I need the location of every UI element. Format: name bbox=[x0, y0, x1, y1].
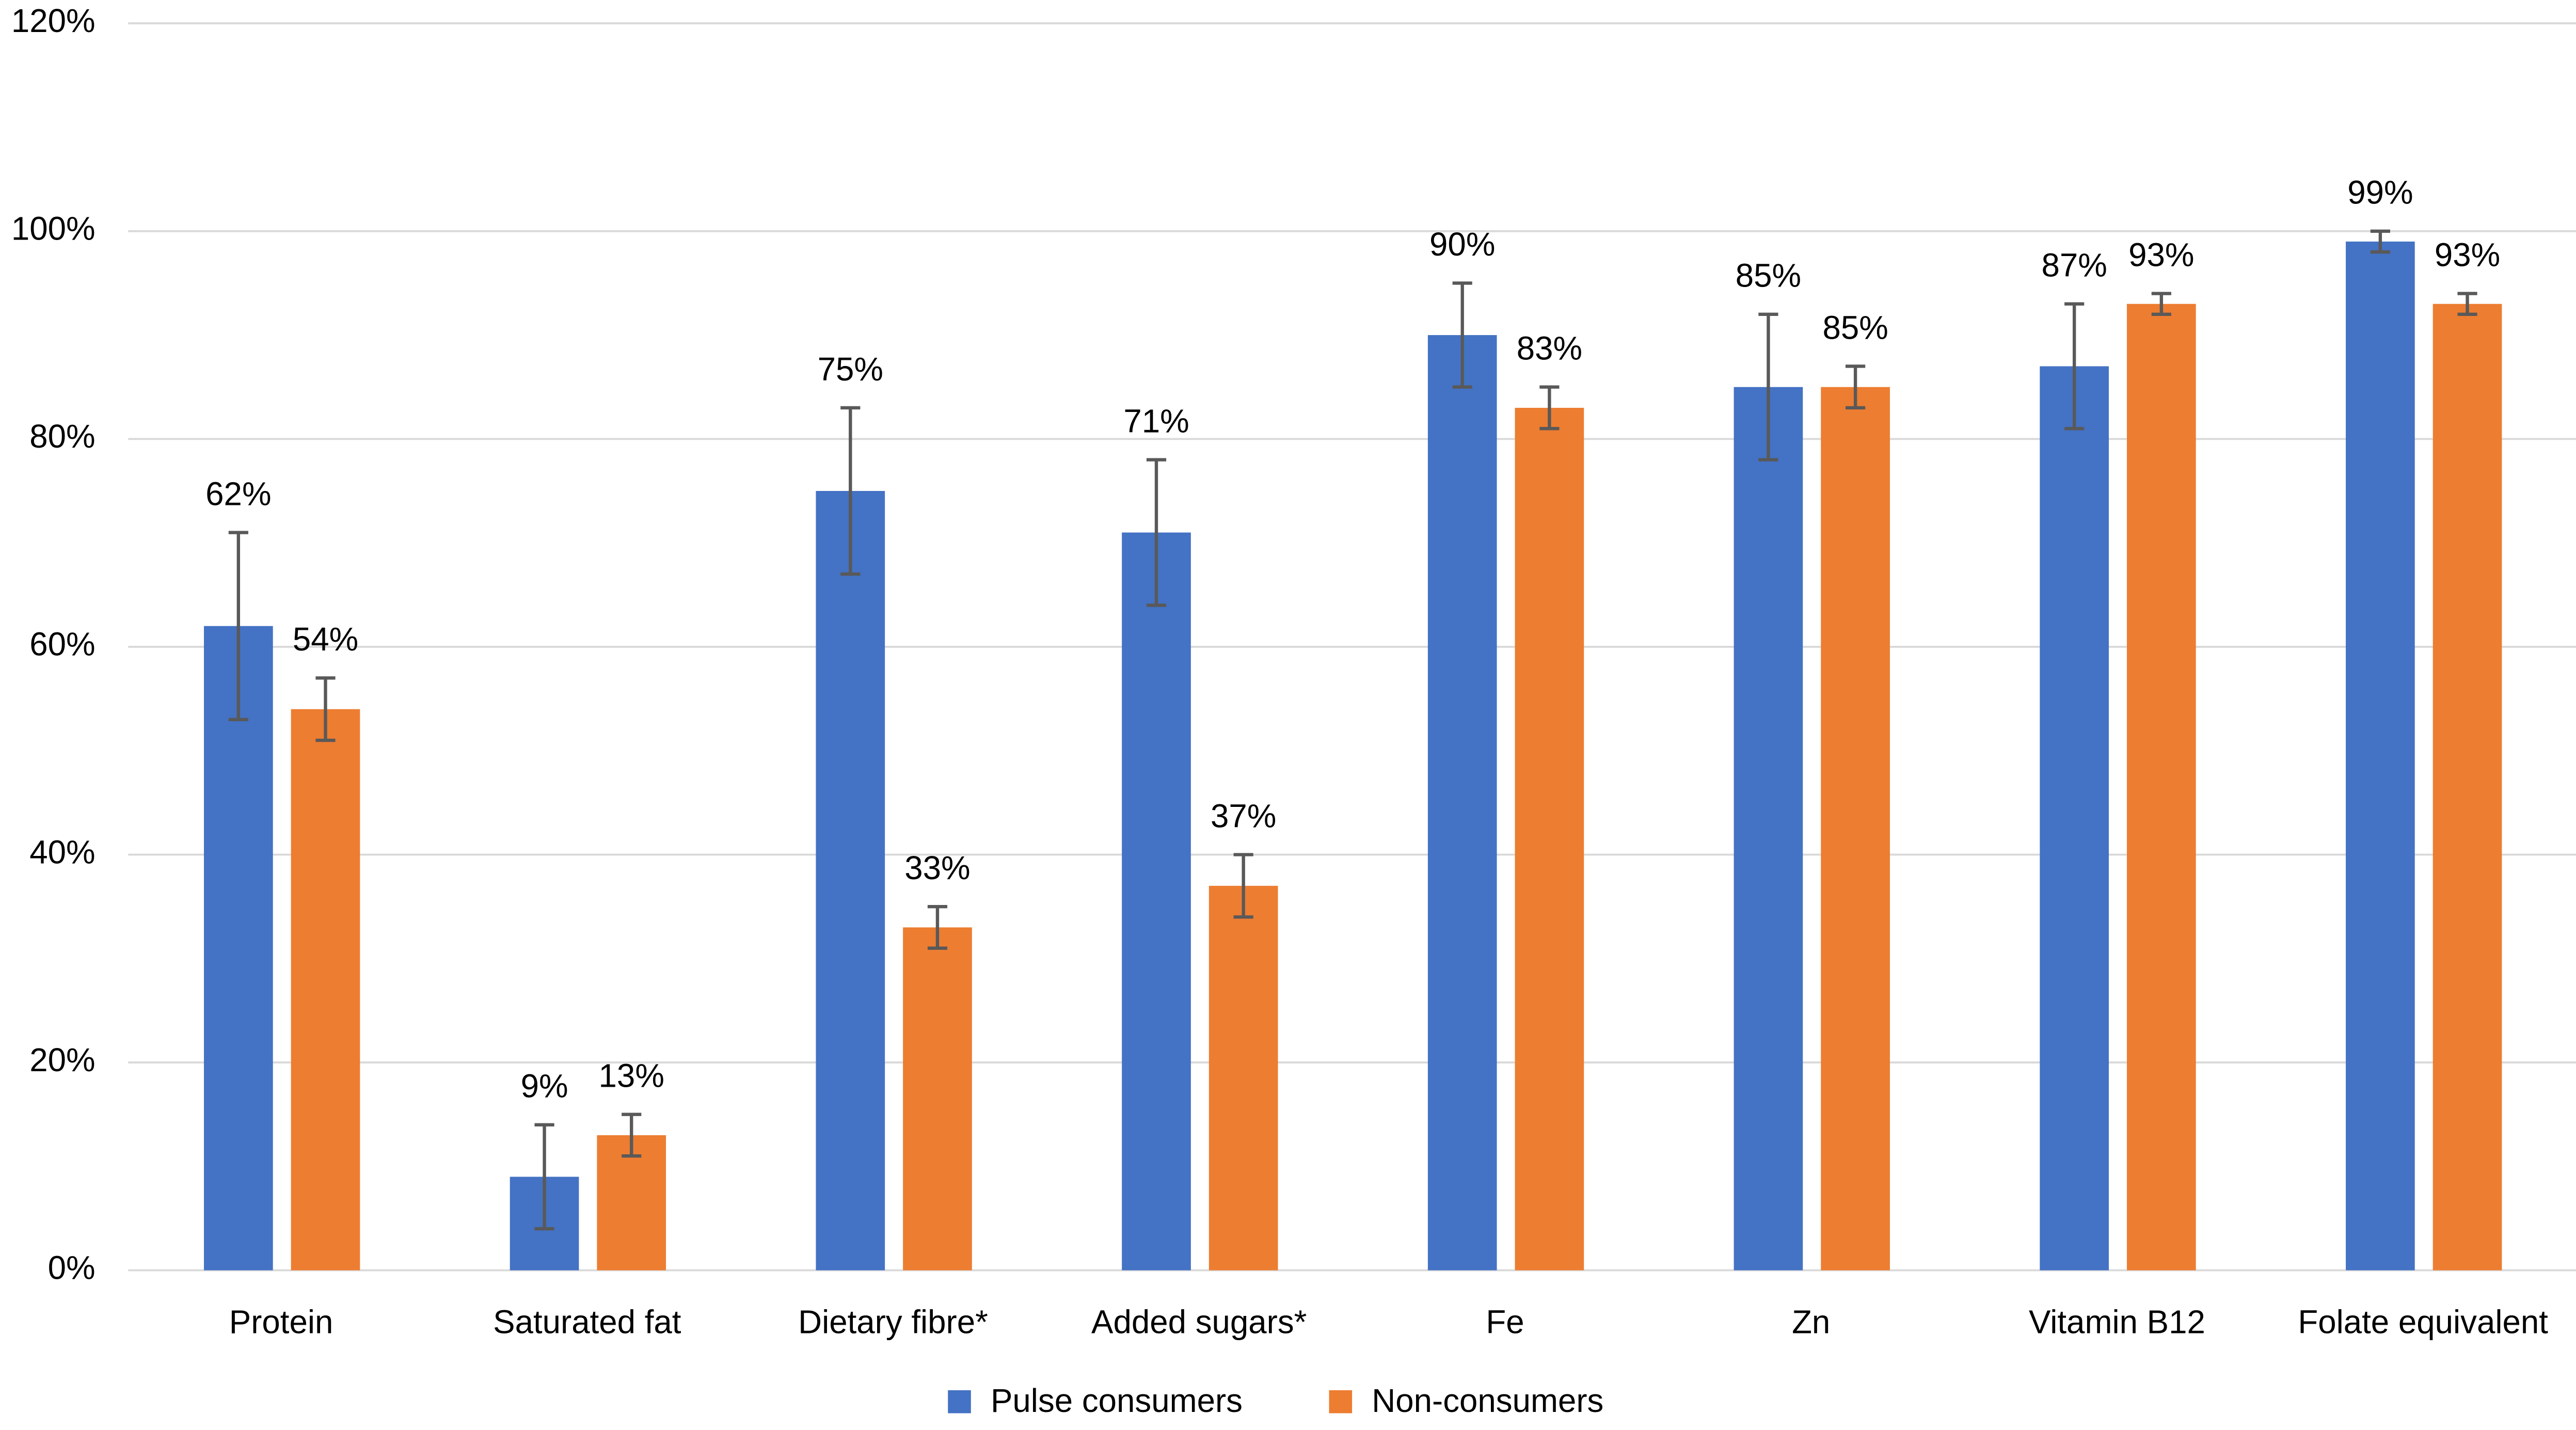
bar bbox=[204, 626, 273, 1270]
x-tick-label: Zn bbox=[1792, 1304, 1830, 1340]
value-label: 93% bbox=[2128, 236, 2194, 273]
error-bar bbox=[2064, 302, 2085, 431]
error-bar bbox=[1233, 853, 1253, 919]
error-bar bbox=[534, 1123, 554, 1231]
value-label: 13% bbox=[599, 1058, 664, 1094]
value-label: 9% bbox=[521, 1068, 568, 1105]
bar bbox=[597, 1135, 666, 1270]
error-bar bbox=[840, 406, 861, 576]
legend-swatch bbox=[948, 1390, 971, 1413]
error-bar bbox=[2370, 229, 2391, 254]
error-bar bbox=[1539, 385, 1560, 431]
value-label: 83% bbox=[1517, 330, 1582, 367]
value-label: 99% bbox=[2347, 174, 2413, 211]
error-bar bbox=[1758, 312, 1778, 462]
error-bar bbox=[622, 1113, 642, 1158]
bar bbox=[2040, 366, 2109, 1270]
y-tick-label: 20% bbox=[29, 1042, 95, 1078]
x-tick-label: Added sugars* bbox=[1091, 1304, 1307, 1340]
value-label: 71% bbox=[1123, 403, 1189, 439]
bar bbox=[1427, 335, 1497, 1270]
value-label: 62% bbox=[205, 475, 271, 512]
value-label: 85% bbox=[1822, 309, 1888, 346]
bar bbox=[2432, 304, 2502, 1270]
error-bar bbox=[315, 676, 336, 742]
x-tick-label: Fe bbox=[1486, 1304, 1524, 1340]
y-tick-label: 120% bbox=[11, 3, 96, 39]
value-label: 87% bbox=[2042, 247, 2107, 283]
x-tick-label: Dietary fibre* bbox=[798, 1304, 988, 1340]
bar bbox=[1734, 387, 1803, 1270]
y-tick-label: 60% bbox=[29, 626, 95, 663]
y-tick-label: 100% bbox=[11, 211, 96, 247]
error-bar bbox=[927, 904, 948, 950]
x-tick-label: Saturated fat bbox=[493, 1304, 681, 1340]
legend-label: Pulse consumers bbox=[991, 1383, 1243, 1419]
bar bbox=[1515, 407, 1584, 1270]
y-tick-label: 80% bbox=[29, 418, 95, 455]
bar bbox=[816, 491, 885, 1270]
y-tick-label: 0% bbox=[48, 1249, 96, 1286]
bar bbox=[1209, 885, 1278, 1270]
legend-swatch bbox=[1329, 1390, 1353, 1413]
x-tick-label: Folate equivalent bbox=[2298, 1304, 2548, 1340]
value-label: 93% bbox=[2435, 236, 2500, 273]
value-label: 85% bbox=[1736, 258, 1801, 294]
value-label: 33% bbox=[904, 850, 970, 886]
x-tick-label: Vitamin B12 bbox=[2029, 1304, 2205, 1340]
bar bbox=[2127, 304, 2196, 1270]
bar bbox=[291, 709, 360, 1270]
bar bbox=[903, 927, 972, 1270]
bar bbox=[1122, 532, 1191, 1270]
error-bar bbox=[228, 531, 248, 722]
error-bar bbox=[2457, 292, 2477, 316]
error-bar bbox=[1146, 458, 1167, 607]
bar bbox=[2346, 241, 2415, 1270]
value-label: 75% bbox=[818, 351, 883, 388]
y-tick-label: 40% bbox=[29, 834, 95, 870]
error-bar bbox=[1452, 281, 1472, 389]
value-label: 54% bbox=[293, 621, 358, 658]
error-bar bbox=[2151, 292, 2171, 316]
x-tick-label: Protein bbox=[229, 1304, 333, 1340]
value-label: 90% bbox=[1429, 226, 1495, 263]
error-bar bbox=[1846, 364, 1866, 410]
legend-label: Non-consumers bbox=[1372, 1383, 1603, 1419]
bar bbox=[1821, 387, 1890, 1270]
value-label: 37% bbox=[1211, 798, 1276, 834]
